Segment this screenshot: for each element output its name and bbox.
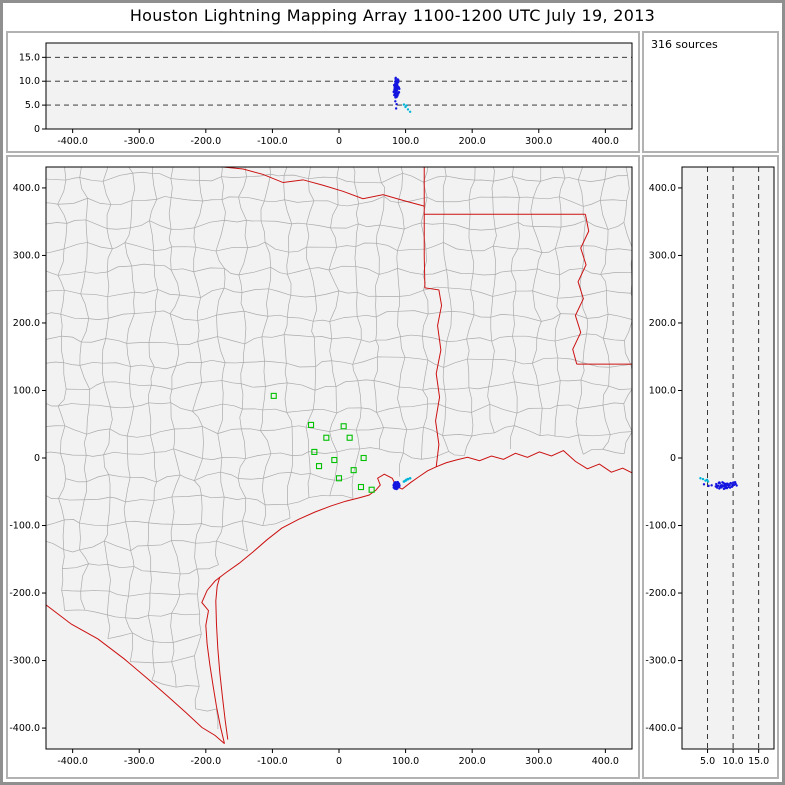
tick-label: 300.0 [13, 250, 40, 261]
tick-label: 200.0 [459, 136, 486, 147]
state-line-sabine_border [423, 167, 443, 467]
altitude-ns-plot: 400.0 300.0 200.0 100.0 0 -100.0 -200.0 -300.0 -… [645, 166, 775, 767]
tick-label: -300.0 [124, 136, 155, 147]
state-line-coast [201, 449, 632, 744]
state-border-lines [46, 167, 632, 744]
tick-label: 0 [34, 453, 40, 464]
station-marker [270, 392, 277, 399]
tick-label: -200.0 [191, 756, 222, 767]
tick-label: -100.0 [645, 521, 676, 532]
tick-label: 0 [670, 453, 676, 464]
tick-label: -300.0 [9, 656, 40, 667]
tick-label: -400.0 [9, 723, 40, 734]
state-line-padre_island [215, 576, 229, 740]
station-marker [346, 434, 353, 441]
plan-view-map-plot: 400.0 300.0 200.0 100.0 0 -100.0 -200.0 -300.0 -… [9, 166, 633, 767]
tick-label: 15.0 [748, 756, 769, 767]
source-count-label: 316 sources [651, 38, 718, 51]
tick-label: 5.0 [25, 100, 40, 111]
tick-label: 200.0 [459, 756, 486, 767]
station-marker [368, 486, 375, 493]
tick-label: 100.0 [392, 136, 419, 147]
tick-label: -300.0 [645, 656, 676, 667]
altitude-ew-plot: 15.0 10.0 5.0 0 -400.0 -300.0 -200.0 -100.0 0 100… [19, 42, 633, 147]
source-points-ns [699, 477, 738, 491]
tick-label: 200.0 [649, 318, 676, 329]
figure-title: Houston Lightning Mapping Array 1100-120… [129, 6, 656, 25]
station-marker [311, 448, 318, 455]
tick-label: 10.0 [723, 756, 744, 767]
tick-label: -200.0 [9, 588, 40, 599]
tick-label: 5.0 [700, 756, 715, 767]
tick-label: 400.0 [592, 136, 619, 147]
tick-label: 15.0 [19, 52, 40, 63]
tick-label: -400.0 [645, 723, 676, 734]
tick-label: -200.0 [645, 588, 676, 599]
tick-label: 0 [336, 756, 342, 767]
state-line-mississippi_river [572, 214, 590, 365]
state-line-red_river [221, 167, 425, 207]
plot-background [682, 167, 774, 749]
source-points-plan [392, 476, 412, 491]
tick-label: 100.0 [649, 385, 676, 396]
station-marker [307, 421, 315, 428]
tick-label: 400.0 [649, 183, 676, 194]
altitude-ew-panel: 15.0 10.0 5.0 0 -400.0 -300.0 -200.0 -100.0 0 100… [6, 31, 640, 153]
station-marker [340, 423, 347, 430]
tick-label: 400.0 [592, 756, 619, 767]
station-marker [315, 463, 323, 470]
station-marker [331, 456, 338, 464]
station-marker [357, 483, 365, 491]
tick-label: -100.0 [257, 756, 288, 767]
tick-label: 300.0 [649, 250, 676, 261]
tick-label: 10.0 [19, 76, 40, 87]
tick-label: 100.0 [392, 756, 419, 767]
tick-label: -400.0 [57, 756, 88, 767]
station-marker [360, 454, 367, 462]
county-lines [46, 167, 632, 730]
tick-label: 300.0 [525, 756, 552, 767]
map-layers [46, 167, 632, 744]
station-marker [350, 467, 357, 474]
tick-label: 100.0 [13, 385, 40, 396]
source-count-panel: 316 sources [642, 31, 779, 153]
tick-label: -200.0 [191, 136, 222, 147]
plot-background [46, 43, 632, 129]
station-marker [335, 475, 343, 482]
tick-label: -400.0 [57, 136, 88, 147]
station-marker [323, 434, 330, 441]
tick-label: -300.0 [124, 756, 155, 767]
state-line-rio_grande [46, 604, 225, 744]
tick-label: 0 [34, 124, 40, 135]
tick-label: 200.0 [13, 318, 40, 329]
tick-label: 0 [336, 136, 342, 147]
altitude-ns-panel: 400.0 300.0 200.0 100.0 0 -100.0 -200.0 -300.0 -… [642, 155, 779, 779]
tick-label: -100.0 [9, 521, 40, 532]
plan-view-map-panel: 400.0 300.0 200.0 100.0 0 -100.0 -200.0 -300.0 -… [6, 155, 640, 779]
tick-label: -100.0 [257, 136, 288, 147]
source-points-ew [392, 76, 412, 114]
tick-label: 300.0 [525, 136, 552, 147]
tick-label: 400.0 [13, 183, 40, 194]
lma-station-markers [270, 392, 375, 493]
